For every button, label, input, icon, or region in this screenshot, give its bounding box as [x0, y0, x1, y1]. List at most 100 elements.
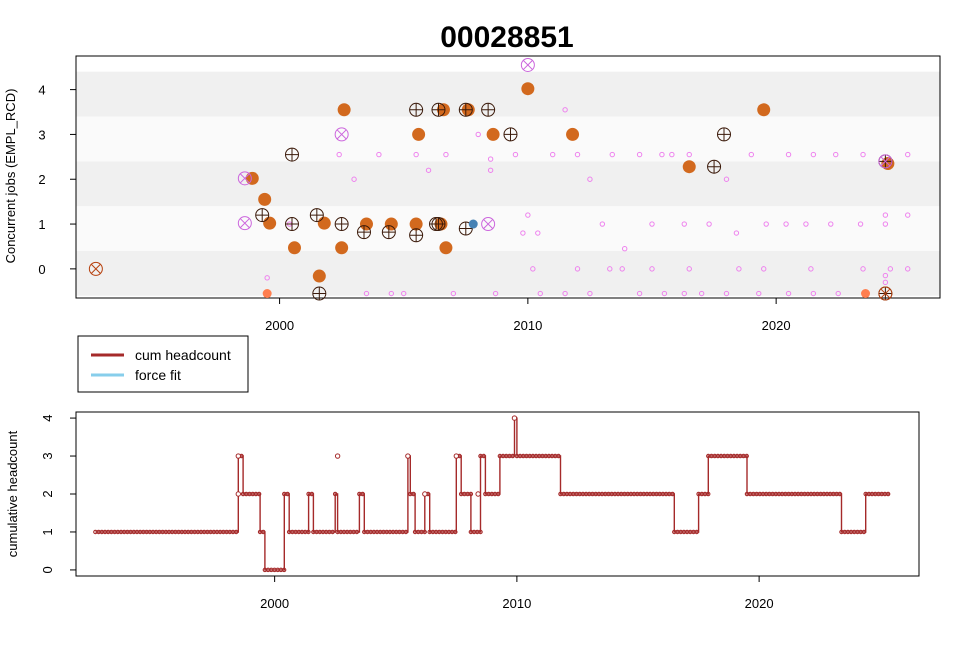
crossed-point-plus: [357, 225, 371, 239]
crossed-point-plus: [255, 208, 269, 222]
faint-point-6: [425, 167, 432, 173]
xcircle-point-1: [237, 171, 252, 186]
faint-point-75: [860, 266, 866, 272]
faint-point-25: [669, 151, 675, 158]
segment-markers-20: [335, 529, 360, 535]
crossed-point-7: [381, 225, 396, 240]
segment-markers-14: [306, 491, 315, 497]
legend: cum headcount force fit: [77, 335, 249, 393]
bottom-x-tick-label-2000: 2000: [260, 596, 289, 611]
row-band-0: [76, 250, 940, 296]
faint-point-3: [351, 176, 357, 182]
faint-point-66: [530, 266, 536, 272]
faint-point-62: [785, 290, 792, 297]
peak-circle-4: [422, 491, 428, 497]
faint-point-14: [535, 230, 541, 236]
faint-point-20: [609, 151, 615, 158]
top-x-tick-label-2000: 2000: [265, 318, 294, 333]
segment-markers-38: [458, 491, 474, 497]
faint-point-29: [723, 176, 730, 182]
faint-point-37: [828, 221, 834, 227]
segment-markers-40: [468, 529, 483, 535]
crossed-point-plus: [285, 148, 299, 162]
xcircle-point-4: [481, 217, 496, 232]
segment-markers-34: [427, 529, 458, 535]
segment-markers-52: [558, 491, 675, 497]
crossed-point-14: [458, 102, 473, 117]
headcount-marker: [556, 453, 561, 459]
faint-point-55: [607, 266, 613, 272]
xcircle-point-7: [878, 286, 893, 301]
main-point-20: [757, 103, 771, 117]
segment-markers-42: [478, 453, 486, 459]
faint-point-12: [520, 230, 526, 236]
faint-point-61: [756, 290, 762, 297]
faint-point-11: [512, 151, 519, 158]
xcircle-point-x: [239, 173, 250, 184]
main-point-3: [287, 241, 301, 255]
row-band-2: [76, 161, 940, 207]
faint-point-64: [835, 290, 841, 297]
main-point-8: [359, 217, 373, 231]
bottom-y-tick-label-2: 2: [40, 490, 55, 497]
row-band-1: [76, 206, 940, 251]
headcount-marker: [510, 453, 515, 459]
faint-point-53: [562, 290, 568, 297]
faint-point-52: [537, 290, 543, 297]
bottom-x-tick-label-2010: 2010: [502, 596, 531, 611]
headcount-marker: [309, 491, 315, 497]
faint-point-50: [450, 290, 457, 297]
crossed-point-plus: [707, 160, 721, 174]
crossed-point-0: [255, 208, 270, 223]
crossed-point-16: [503, 127, 518, 142]
crossed-point-plus: [335, 217, 349, 231]
faint-point-27: [686, 151, 692, 158]
faint-point-69: [649, 266, 655, 272]
xcircle-point-x: [522, 60, 533, 70]
headcount-marker: [233, 529, 239, 535]
segment-markers-4: [240, 491, 262, 497]
legend-box: [77, 335, 249, 393]
faint-point-41: [882, 221, 889, 227]
faint-point-56: [636, 290, 643, 297]
xcircle-point-0: [88, 261, 103, 276]
crossed-point-plus: [409, 228, 423, 242]
segment-markers-60: [744, 491, 843, 497]
headcount-marker: [360, 491, 365, 497]
main-point-7: [337, 103, 351, 117]
headcount-marker: [403, 529, 409, 535]
segment-markers-28: [408, 491, 416, 497]
segment-markers-58: [706, 453, 749, 459]
crossed-point-plus: [310, 208, 324, 222]
faint-point-38: [833, 151, 839, 158]
main-point-1: [258, 192, 272, 206]
headcount-marker: [285, 491, 290, 497]
segment-markers-24: [362, 529, 409, 535]
crossed-point-plus: [717, 127, 731, 141]
xcircle-point-ring: [88, 261, 103, 276]
main-point-11: [412, 127, 426, 141]
bottom-y-tick-label-3: 3: [40, 452, 55, 459]
segment-markers-10: [282, 491, 290, 497]
top-y-tick-label-2: 2: [38, 172, 45, 187]
faint-point-22: [636, 151, 643, 158]
segment-markers-62: [839, 529, 867, 535]
xcircle-point-ring: [878, 154, 893, 169]
top-y-tick-label-3: 3: [38, 127, 45, 142]
headcount-marker: [861, 529, 867, 535]
faint-point-24: [659, 151, 665, 158]
faint-point-2: [336, 151, 342, 158]
crossed-point-6: [357, 225, 371, 240]
crossed-point-13: [458, 221, 473, 236]
legend-label-cum-headcount: cum headcount: [135, 347, 231, 363]
top-panel: 0 1 2 3 4 2000 2010 2020: [38, 55, 941, 333]
faint-point-5: [413, 151, 419, 158]
faint-point-67: [574, 266, 581, 272]
xcircle-point-6: [878, 154, 893, 169]
faint-point-72: [761, 266, 767, 272]
headcount-marker: [468, 491, 474, 497]
faint-point-59: [698, 290, 705, 297]
crossed-point-2: [285, 147, 299, 162]
blue-point-0: [468, 219, 478, 229]
top-plot-frame: [75, 55, 941, 299]
